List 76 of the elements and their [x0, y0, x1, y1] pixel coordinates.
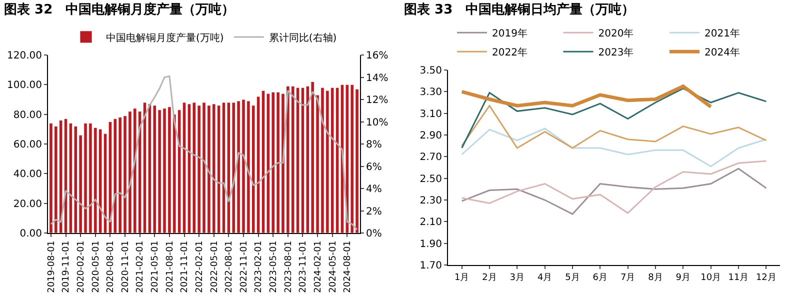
x-tick-label: 2024-05-01 — [328, 240, 338, 293]
x-tick-label: 2023-11-01 — [298, 240, 309, 293]
y2-tick-label: 16% — [366, 50, 388, 62]
x-tick-label: 2021-08-01 — [165, 240, 176, 293]
x-tick-label: 4月 — [537, 272, 552, 283]
y2-tick-label: 10% — [366, 117, 388, 128]
y-tick-label: 40.00 — [13, 169, 42, 180]
x-tick-label: 2019-08-01 — [46, 240, 57, 293]
x-tick-label: 10月 — [700, 272, 722, 283]
y2-tick-label: 14% — [366, 72, 388, 84]
x-tick-label: 2020-02-01 — [76, 240, 87, 293]
line-series — [461, 168, 767, 215]
x-tick-label: 5月 — [565, 272, 580, 283]
x-tick-label: 2月 — [482, 272, 497, 283]
x-tick-label: 2020-11-01 — [120, 240, 131, 293]
legend-label: 累计同比(右轴) — [268, 32, 337, 44]
x-tick-label: 2022-08-01 — [224, 240, 235, 293]
y2-tick-label: 2% — [366, 206, 382, 218]
x-tick-label: 2024-08-01 — [343, 240, 354, 293]
y-tick-label: 100.00 — [7, 80, 42, 92]
y-tick-label: 3.30 — [420, 87, 442, 98]
legend-label: 2021年 — [704, 28, 740, 40]
y-tick-label: 2.70 — [420, 152, 442, 164]
chart-title: 图表 33 中国电解铜日均产量（万吨） — [404, 2, 635, 18]
x-tick-label: 2022-05-01 — [210, 240, 220, 293]
y-tick-label: 20.00 — [13, 198, 42, 210]
y-tick-label: 2.10 — [420, 217, 442, 228]
y-tick-label: 120.00 — [7, 50, 42, 62]
line-series — [50, 75, 358, 230]
legend-label: 2020年 — [598, 28, 634, 40]
line-series — [461, 88, 767, 149]
y-tick-label: 60.00 — [13, 140, 42, 150]
x-tick-label: 12月 — [756, 272, 776, 283]
y2-tick-label: 0% — [366, 228, 382, 240]
x-tick-label: 2019-11-01 — [62, 240, 72, 293]
y2-tick-label: 4% — [366, 184, 382, 195]
x-tick-label: 1月 — [454, 272, 470, 283]
y-tick-label: 80.00 — [13, 110, 42, 121]
x-tick-label: 11月 — [728, 272, 749, 283]
line-series — [460, 84, 713, 109]
x-tick-label: 2021-11-01 — [180, 240, 190, 293]
y-tick-label: 1.90 — [420, 238, 442, 250]
x-tick-label: 2020-08-01 — [106, 240, 116, 293]
y-tick-label: 1.70 — [420, 260, 442, 272]
legend-label: 2024年 — [704, 46, 740, 58]
x-tick-label: 2021-02-01 — [136, 240, 146, 293]
x-tick-label: 7月 — [620, 272, 636, 283]
y2-tick-label: 8% — [366, 140, 382, 150]
line-series — [461, 160, 767, 214]
x-tick-label: 2021-05-01 — [150, 240, 161, 293]
y-tick-label: 3.50 — [420, 66, 442, 76]
x-tick-label: 3月 — [510, 272, 525, 283]
y-tick-label: 3.10 — [420, 108, 442, 120]
y2-tick-label: 6% — [366, 162, 382, 173]
x-tick-label: 6月 — [592, 272, 608, 283]
y2-tick-label: 12% — [366, 95, 388, 106]
legend-label: 2022年 — [492, 46, 528, 58]
line-series — [461, 128, 767, 168]
legend-label: 中国电解铜月度产量(万吨) — [106, 32, 224, 44]
x-tick-label: 9月 — [676, 272, 691, 283]
x-tick-label: 8月 — [648, 272, 663, 283]
y-tick-label: 2.90 — [420, 130, 442, 142]
x-tick-label: 2024-02-01 — [313, 240, 324, 293]
chart-title: 图表 32 中国电解铜月度产量（万吨） — [4, 2, 235, 18]
y-tick-label: 2.30 — [420, 196, 442, 206]
x-tick-label: 2022-11-01 — [239, 240, 250, 293]
legend-label: 2019年 — [492, 28, 528, 40]
x-tick-label: 2022-02-01 — [194, 240, 205, 293]
x-tick-label: 2023-02-01 — [254, 240, 264, 293]
line-series — [461, 105, 767, 149]
x-tick-label: 2023-08-01 — [284, 240, 294, 293]
legend-label: 2023年 — [598, 46, 634, 58]
x-tick-label: 2023-05-01 — [269, 240, 280, 293]
y-tick-label: 0.00 — [20, 228, 42, 240]
y-tick-label: 2.50 — [420, 174, 442, 185]
x-tick-label: 2020-05-01 — [91, 240, 102, 293]
